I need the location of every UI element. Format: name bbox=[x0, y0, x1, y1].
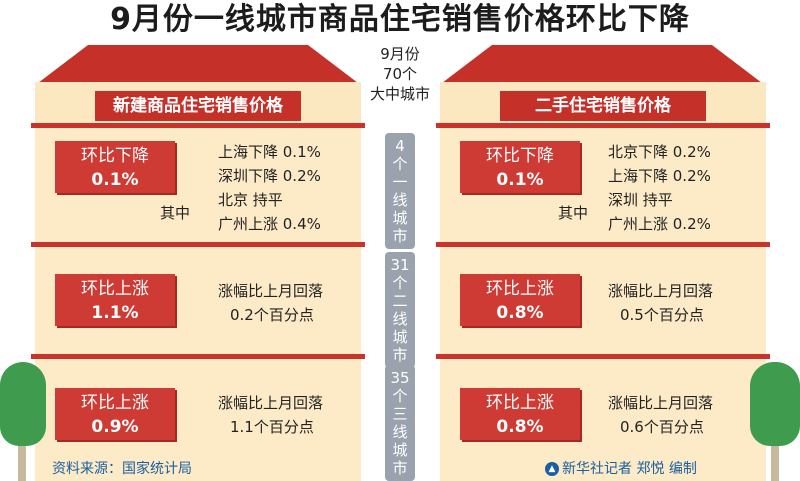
left-row3-note1: 涨幅比上月回落 bbox=[218, 394, 324, 412]
left-row3-note2: 1.1个百分点 bbox=[230, 418, 314, 436]
right-detail-3: 深圳 持平 bbox=[608, 191, 673, 209]
floor-divider bbox=[31, 354, 365, 359]
credit-line: ▲ 新华社记者 郑悦 编制 bbox=[545, 458, 697, 478]
page-title: 9月份一线城市商品住宅销售价格环比下降 bbox=[110, 2, 690, 37]
right-building: 二手住宅销售价格 环比下降 0.1% 其中 北京下降 0.2% 上海下降 0.2… bbox=[436, 82, 770, 481]
right-roof bbox=[432, 43, 772, 83]
tier3-pill: 35 个 三 线 城 市 bbox=[385, 365, 415, 481]
left-detail-1: 上海下降 0.1% bbox=[218, 143, 321, 161]
floor-divider bbox=[436, 354, 770, 359]
right-row2-note1: 涨幅比上月回落 bbox=[608, 282, 714, 300]
right-row2-box: 环比上涨 0.8% bbox=[460, 274, 580, 326]
floor-divider bbox=[436, 123, 770, 128]
tree-trunk bbox=[771, 440, 779, 481]
tier1-pill: 4 个 一 线 城 市 bbox=[385, 133, 415, 249]
left-detail-3: 北京 持平 bbox=[218, 191, 283, 209]
right-qizhong: 其中 bbox=[558, 204, 589, 222]
left-row2-note1: 涨幅比上月回落 bbox=[218, 282, 324, 300]
left-building: 新建商品住宅销售价格 环比下降 0.1% 其中 上海下降 0.1% 深圳下降 0… bbox=[31, 82, 365, 481]
tree-trunk bbox=[18, 440, 26, 481]
right-row3-note2: 0.6个百分点 bbox=[620, 418, 704, 436]
tree-icon bbox=[750, 362, 800, 446]
source-note: 资料来源：国家统计局 bbox=[52, 461, 192, 477]
tree-icon bbox=[0, 362, 46, 446]
left-detail-2: 深圳下降 0.2% bbox=[218, 167, 321, 185]
floor-divider bbox=[436, 242, 770, 247]
left-detail-4: 广州上涨 0.4% bbox=[218, 215, 321, 233]
right-row3-note1: 涨幅比上月回落 bbox=[608, 394, 714, 412]
left-heading: 新建商品住宅销售价格 bbox=[95, 91, 301, 121]
floor-divider bbox=[31, 123, 365, 128]
left-row3-box: 环比上涨 0.9% bbox=[55, 388, 175, 440]
right-row2-note2: 0.5个百分点 bbox=[620, 306, 704, 324]
left-qizhong: 其中 bbox=[160, 204, 191, 222]
center-caption: 9月份 70个 大中城市 bbox=[369, 45, 430, 103]
right-detail-1: 北京下降 0.2% bbox=[608, 143, 711, 161]
floor-divider bbox=[31, 242, 365, 247]
right-row1-box: 环比下降 0.1% bbox=[460, 141, 580, 193]
right-row3-box: 环比上涨 0.8% bbox=[460, 388, 580, 440]
right-detail-4: 广州上涨 0.2% bbox=[608, 215, 711, 233]
tier2-pill: 31 个 二 线 城 市 bbox=[385, 252, 415, 368]
left-roof bbox=[28, 43, 368, 83]
left-row2-box: 环比上涨 1.1% bbox=[55, 274, 175, 326]
xinhua-logo-icon: ▲ bbox=[545, 462, 559, 476]
left-row2-note2: 0.2个百分点 bbox=[230, 306, 314, 324]
left-row1-box: 环比下降 0.1% bbox=[55, 141, 175, 193]
right-heading: 二手住宅销售价格 bbox=[500, 91, 706, 121]
right-detail-2: 上海下降 0.2% bbox=[608, 167, 711, 185]
